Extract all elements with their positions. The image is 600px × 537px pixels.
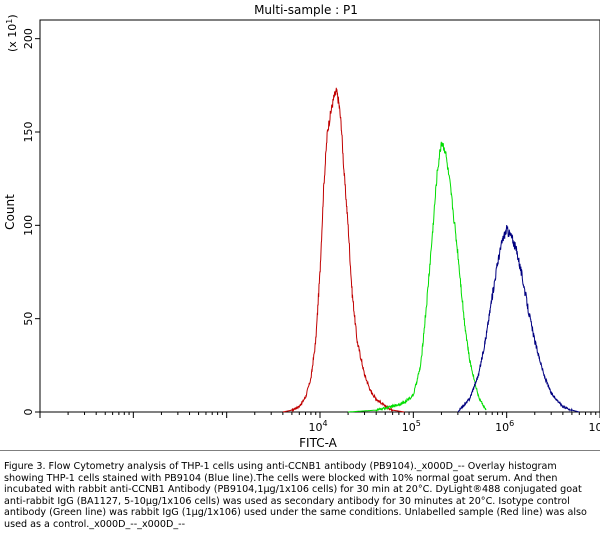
x-tick-label: 106 [495, 419, 514, 434]
plot-frame [39, 19, 600, 413]
x-axis-title: FITC-A [299, 436, 338, 450]
histogram-series-0 [282, 87, 405, 413]
y-tick-label: 50 [22, 312, 35, 326]
y-multiplier-exp: 1 [5, 19, 14, 24]
x-tick-base: 10 [588, 421, 600, 434]
x-tick-exp: 6 [509, 419, 514, 428]
series-layer [282, 87, 580, 413]
y-tick-label: 150 [22, 122, 35, 143]
y-axis-title: Count [3, 194, 17, 230]
y-multiplier-base: (x 10 [6, 24, 19, 52]
y-axis: 0 50 100 150 200 [22, 28, 40, 416]
x-tick-exp: 4 [322, 419, 327, 428]
x-tick-base: 10 [402, 421, 416, 434]
svg-text:(x 101): (x 101) [5, 14, 19, 52]
x-tick-exp: 5 [416, 419, 421, 428]
x-tick-label: 107 [588, 419, 600, 434]
histogram-series-1 [348, 141, 487, 413]
flow-cytometry-chart: Multi-sample : P1 (x 101) Count 05010015… [3, 3, 600, 450]
x-tick-label: 105 [402, 419, 421, 434]
x-tick-label: 104 [308, 419, 327, 434]
figure-caption: Figure 3. Flow Cytometry analysis of THP… [4, 461, 587, 530]
y-tick-label: 200 [22, 28, 35, 49]
x-tick-base: 10 [495, 421, 509, 434]
y-axis-multiplier: (x 101) [5, 14, 19, 52]
x-tick-base: 10 [308, 421, 322, 434]
chart-title: Multi-sample : P1 [254, 3, 358, 17]
y-tick-label: 0 [22, 409, 35, 416]
caption-divider [0, 450, 600, 451]
histogram-series-2 [457, 225, 580, 413]
x-axis: 104105106107 [39, 412, 600, 434]
y-tick-label: 100 [22, 215, 35, 236]
